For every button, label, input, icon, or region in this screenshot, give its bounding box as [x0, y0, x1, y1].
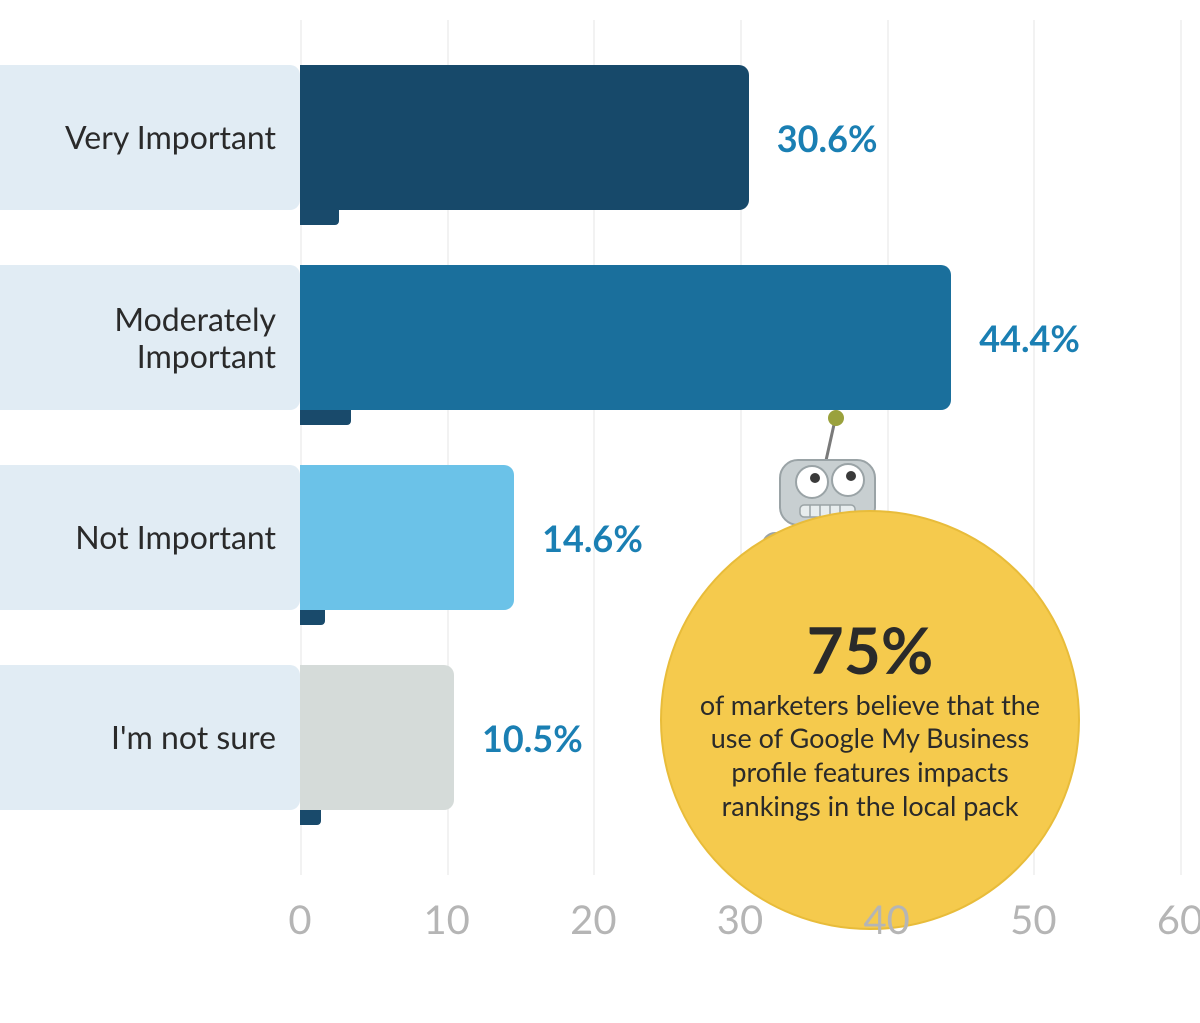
- callout-circle: 75% of marketers believe that the use of…: [660, 510, 1080, 930]
- chart-container: 75% of marketers believe that the use of…: [0, 20, 1200, 1020]
- category-label: ModeratelyImportant: [114, 301, 276, 375]
- x-axis-tick: 60: [1157, 895, 1200, 943]
- x-axis-tick: 30: [717, 895, 763, 943]
- category-label-bg: ModeratelyImportant: [0, 265, 300, 410]
- value-label: 10.5%: [482, 716, 583, 760]
- category-label-bg: I'm not sure: [0, 665, 300, 810]
- x-axis-tick: 10: [423, 895, 469, 943]
- category-label-bg: Very Important: [0, 65, 300, 210]
- callout-headline: 75%: [807, 618, 934, 682]
- gridline: [1180, 20, 1182, 875]
- x-axis-tick: 20: [570, 895, 616, 943]
- bar: [300, 465, 514, 610]
- bar-shadow: [300, 810, 321, 825]
- category-label: I'm not sure: [111, 719, 276, 756]
- bar-shadow: [300, 610, 325, 625]
- x-axis-tick: 0: [288, 895, 311, 943]
- x-axis-tick: 40: [863, 895, 909, 943]
- category-label-bg: Not Important: [0, 465, 300, 610]
- bar-shadow: [300, 410, 351, 425]
- value-label: 44.4%: [979, 316, 1080, 360]
- category-label: Not Important: [75, 519, 276, 556]
- bar: [300, 65, 749, 210]
- callout-body: of marketers believe that the use of Goo…: [692, 688, 1048, 823]
- x-axis-tick: 50: [1010, 895, 1056, 943]
- bar: [300, 265, 951, 410]
- category-label: Very Important: [65, 119, 276, 156]
- bar: [300, 665, 454, 810]
- value-label: 30.6%: [777, 116, 878, 160]
- value-label: 14.6%: [542, 516, 643, 560]
- bar-shadow: [300, 210, 339, 225]
